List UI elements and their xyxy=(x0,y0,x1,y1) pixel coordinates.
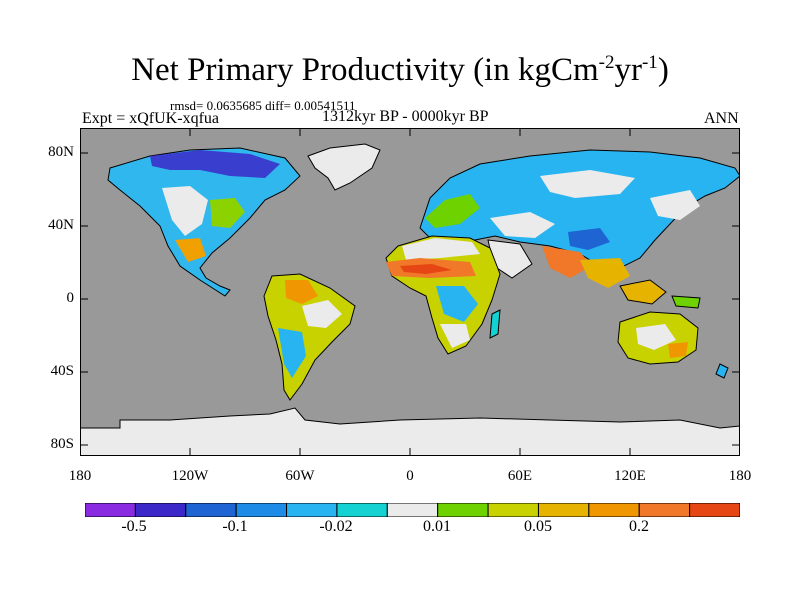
lat-label-40s: 40S xyxy=(50,363,74,379)
colorbar-cell-6 xyxy=(386,503,439,517)
colorbar-cell-3 xyxy=(235,503,288,517)
rmsd-diff-stats: rmsd= 0.0635685 diff= 0.00541511 xyxy=(170,98,356,113)
new-zealand xyxy=(715,363,729,379)
north-america-decline xyxy=(150,150,280,178)
greenland xyxy=(307,143,381,191)
north-america-orange xyxy=(175,238,206,262)
lat-label-0: 0 xyxy=(66,290,75,306)
tibet-decline xyxy=(568,228,610,250)
colorbar-cell-4 xyxy=(286,503,338,517)
madagascar xyxy=(489,309,501,339)
colorbar-label-0-2: 0.2 xyxy=(629,518,649,535)
australia-white xyxy=(636,324,676,350)
colorbar-cell-8 xyxy=(487,503,539,517)
south-america-cyan xyxy=(278,328,306,378)
lon-label-60e: 60E xyxy=(507,468,533,484)
europe-green xyxy=(425,194,480,228)
india-yellow xyxy=(580,258,630,288)
india-china-orange xyxy=(542,246,592,278)
map-border xyxy=(80,128,740,456)
experiment-label: Expt = xQfUK-xqfua xyxy=(82,110,219,127)
colorbar-label-neg-0-5: -0.5 xyxy=(121,518,147,535)
plot-title: Net Primary Productivity (in kgCm-2yr-1) xyxy=(131,52,669,88)
colorbar-cell-0 xyxy=(85,503,136,517)
colorbar-cell-5 xyxy=(336,503,388,517)
south-america-orange xyxy=(285,280,318,304)
colorbar-cell-7 xyxy=(437,503,489,517)
colorbar xyxy=(85,503,740,517)
lon-label-60w: 60W xyxy=(285,468,315,484)
time-period-label: 1312kyr BP - 0000kyr BP xyxy=(322,108,489,125)
sahel-red xyxy=(400,264,452,274)
season-label: ANN xyxy=(704,110,739,127)
south-america-white xyxy=(302,300,342,328)
lon-label-180-right: 180 xyxy=(728,468,752,484)
siberia-white xyxy=(540,170,635,198)
lon-label-0: 0 xyxy=(406,468,414,484)
colorbar-label-neg-0-02: -0.02 xyxy=(319,518,353,535)
colorbar-label-0-01: 0.01 xyxy=(423,518,451,535)
sahara-white xyxy=(402,238,480,260)
colorbar-cell-1 xyxy=(134,503,187,517)
central-africa-cyan xyxy=(436,286,478,322)
colorbar-cell-2 xyxy=(185,503,237,517)
north-america-green xyxy=(210,198,245,228)
lon-label-120w: 120W xyxy=(171,468,209,484)
australia-orange xyxy=(668,342,688,358)
southern-africa-white xyxy=(440,324,470,348)
north-america xyxy=(107,147,301,297)
southeast-asia xyxy=(619,279,667,305)
colorbar-cell-11 xyxy=(638,503,691,517)
lon-label-180-left: 180 xyxy=(68,468,92,484)
colorbar-cell-9 xyxy=(537,503,590,517)
antarctica xyxy=(80,407,740,456)
colorbar-cell-10 xyxy=(588,503,640,517)
new-guinea xyxy=(671,295,701,309)
lat-label-80n: 80N xyxy=(48,144,74,160)
colorbar-cell-12 xyxy=(689,503,740,517)
world-map xyxy=(80,128,740,456)
colorbar-label-neg-0-1: -0.1 xyxy=(222,518,248,535)
east-asia-white xyxy=(650,190,700,220)
lat-label-80s: 80S xyxy=(50,436,74,452)
lat-label-40n: 40N xyxy=(48,217,74,233)
lon-label-120e: 120E xyxy=(614,468,646,484)
central-asia-white xyxy=(490,212,555,238)
north-america-white xyxy=(162,186,208,236)
colorbar-label-0-05: 0.05 xyxy=(524,518,552,535)
